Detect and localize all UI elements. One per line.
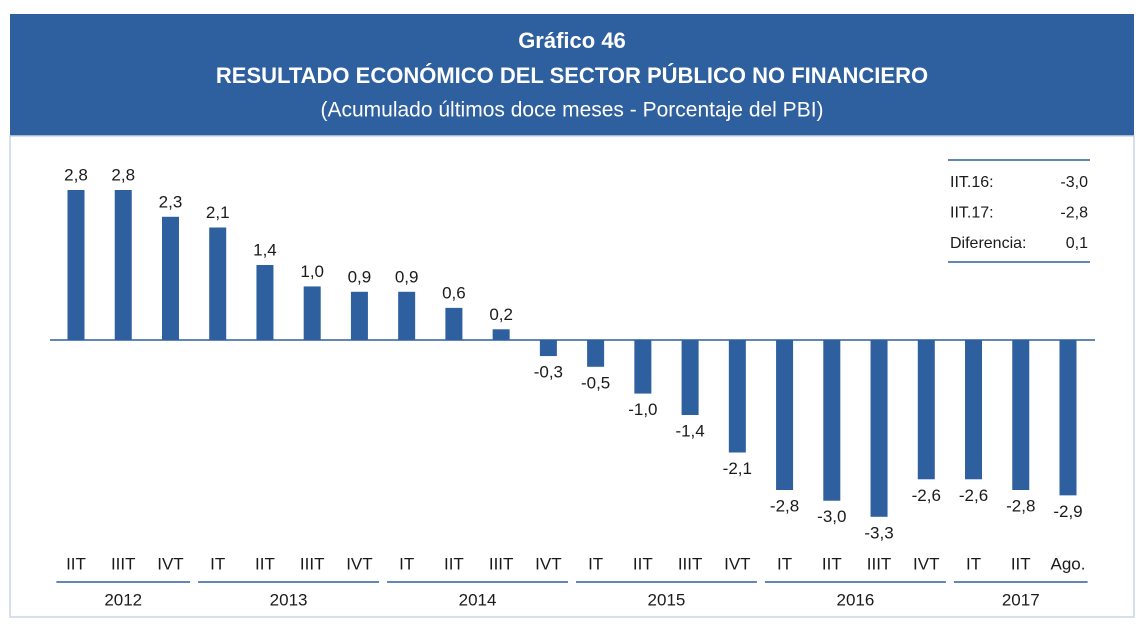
bar	[539, 340, 557, 357]
bar	[492, 329, 510, 340]
x-tick-label: IIIT	[867, 554, 892, 573]
x-tick-label: IT	[588, 554, 603, 573]
x-tick-label: Ago.	[1051, 554, 1086, 573]
value-label: 0,6	[442, 283, 466, 302]
value-label: -0,3	[534, 363, 563, 382]
bar	[681, 340, 699, 415]
value-label: -2,6	[959, 486, 988, 505]
bar	[209, 227, 227, 340]
value-label: -2,9	[1053, 502, 1082, 521]
bar	[1059, 340, 1077, 496]
chart-title: Gráfico 46	[518, 28, 626, 53]
value-label: 2,8	[111, 165, 135, 184]
bar	[917, 340, 935, 480]
x-tick-label: IVT	[157, 554, 183, 573]
group-label: 2016	[837, 590, 875, 609]
x-tick-label: IVT	[346, 554, 372, 573]
bar	[67, 190, 85, 340]
inset-value: 0,1	[1066, 235, 1088, 252]
group-label: 2014	[459, 590, 497, 609]
value-label: -2,1	[723, 459, 752, 478]
x-tick-label: IVT	[724, 554, 750, 573]
value-label: -0,5	[581, 373, 610, 392]
bar	[823, 340, 841, 501]
x-tick-label: IVT	[913, 554, 939, 573]
bar	[728, 340, 746, 453]
x-tick-label: IIT	[444, 554, 464, 573]
x-tick-label: IIIT	[111, 554, 136, 573]
inset-value: -2,8	[1060, 205, 1088, 222]
bar	[398, 291, 416, 340]
chart-description: (Acumulado últimos doce meses - Porcenta…	[320, 99, 823, 122]
x-tick-label: IIT	[1011, 554, 1031, 573]
value-label: -2,8	[770, 496, 799, 515]
group-label: 2013	[270, 590, 308, 609]
bar	[634, 340, 652, 394]
bar	[587, 340, 605, 367]
bar	[350, 291, 368, 340]
bar	[445, 307, 463, 340]
bar	[161, 216, 179, 340]
x-tick-label: IIT	[822, 554, 842, 573]
value-label: 0,9	[348, 267, 372, 286]
bar	[776, 340, 794, 490]
x-tick-label: IT	[399, 554, 414, 573]
value-label: -1,4	[675, 421, 704, 440]
value-label: 0,2	[489, 305, 513, 324]
bar	[870, 340, 888, 517]
bar	[965, 340, 983, 480]
x-tick-label: IIT	[633, 554, 653, 573]
inset-label: IIT.16:	[950, 174, 994, 191]
x-tick-label: IIT	[255, 554, 275, 573]
x-tick-label: IIIT	[678, 554, 703, 573]
x-tick-label: IIIT	[300, 554, 325, 573]
value-label: -3,3	[864, 523, 893, 542]
value-label: 1,0	[300, 262, 324, 281]
value-label: 0,9	[395, 267, 419, 286]
value-label: 1,4	[253, 240, 277, 259]
x-tick-label: IT	[966, 554, 981, 573]
value-label: -1,0	[628, 400, 657, 419]
x-tick-label: IT	[777, 554, 792, 573]
inset-label: IIT.17:	[950, 205, 994, 222]
group-label: 2012	[104, 590, 142, 609]
chart-subtitle: RESULTADO ECONÓMICO DEL SECTOR PÚBLICO N…	[216, 63, 928, 88]
group-label: 2017	[1002, 590, 1040, 609]
header-band	[10, 14, 1134, 136]
bar	[303, 286, 321, 340]
value-label: 2,8	[64, 165, 88, 184]
bar	[256, 265, 274, 340]
value-label: -2,6	[912, 486, 941, 505]
value-label: 2,1	[206, 203, 230, 222]
x-tick-label: IT	[210, 554, 225, 573]
bar	[1012, 340, 1030, 490]
x-tick-label: IIIT	[489, 554, 514, 573]
x-tick-label: IVT	[535, 554, 561, 573]
x-tick-label: IIT	[66, 554, 86, 573]
inset-label: Diferencia:	[950, 235, 1026, 252]
group-label: 2015	[648, 590, 686, 609]
frame	[9, 135, 1135, 618]
value-label: -3,0	[817, 507, 846, 526]
inset-value: -3,0	[1060, 174, 1088, 191]
value-label: -2,8	[1006, 496, 1035, 515]
value-label: 2,3	[159, 192, 183, 211]
bar	[114, 190, 132, 340]
